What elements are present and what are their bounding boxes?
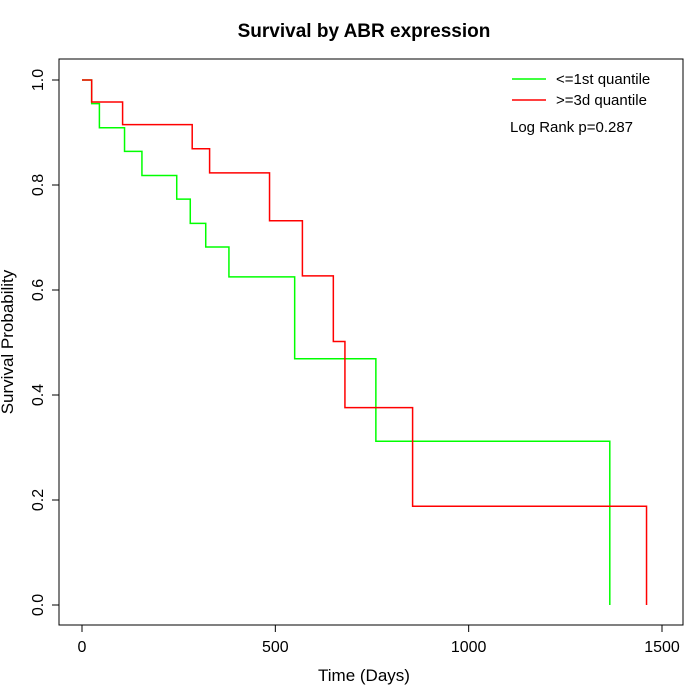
series-line-1: [82, 79, 611, 605]
x-axis: 0 500 1000 1500: [78, 624, 680, 656]
legend-label: <=1st quantile: [556, 71, 650, 88]
legend: <=1st quantile >=3d quantile: [512, 71, 650, 109]
plot-frame: [58, 58, 684, 626]
y-tick-label: 0.8: [30, 174, 47, 196]
y-tick-label: 0.2: [30, 489, 47, 511]
x-axis-label: Time (Days): [318, 666, 410, 685]
x-tick-label: 1500: [644, 639, 680, 656]
log-rank-annotation: Log Rank p=0.287: [510, 119, 633, 136]
y-tick-label: 0.0: [30, 594, 47, 616]
y-axis: 0.0 0.2 0.4 0.6 0.8 1.0: [30, 69, 60, 616]
y-tick-label: 1.0: [30, 69, 47, 91]
x-tick-label: 500: [262, 639, 289, 656]
x-tick-label: 0: [78, 639, 87, 656]
y-tick-label: 0.4: [30, 384, 47, 406]
legend-label: >=3d quantile: [556, 92, 647, 109]
y-axis-label: Survival Probability: [0, 269, 17, 414]
x-tick-label: 1000: [451, 639, 487, 656]
series-layer: [82, 79, 648, 605]
y-tick-label: 0.6: [30, 279, 47, 301]
chart-title: Survival by ABR expression: [238, 21, 491, 42]
series-line-2: [82, 79, 648, 605]
